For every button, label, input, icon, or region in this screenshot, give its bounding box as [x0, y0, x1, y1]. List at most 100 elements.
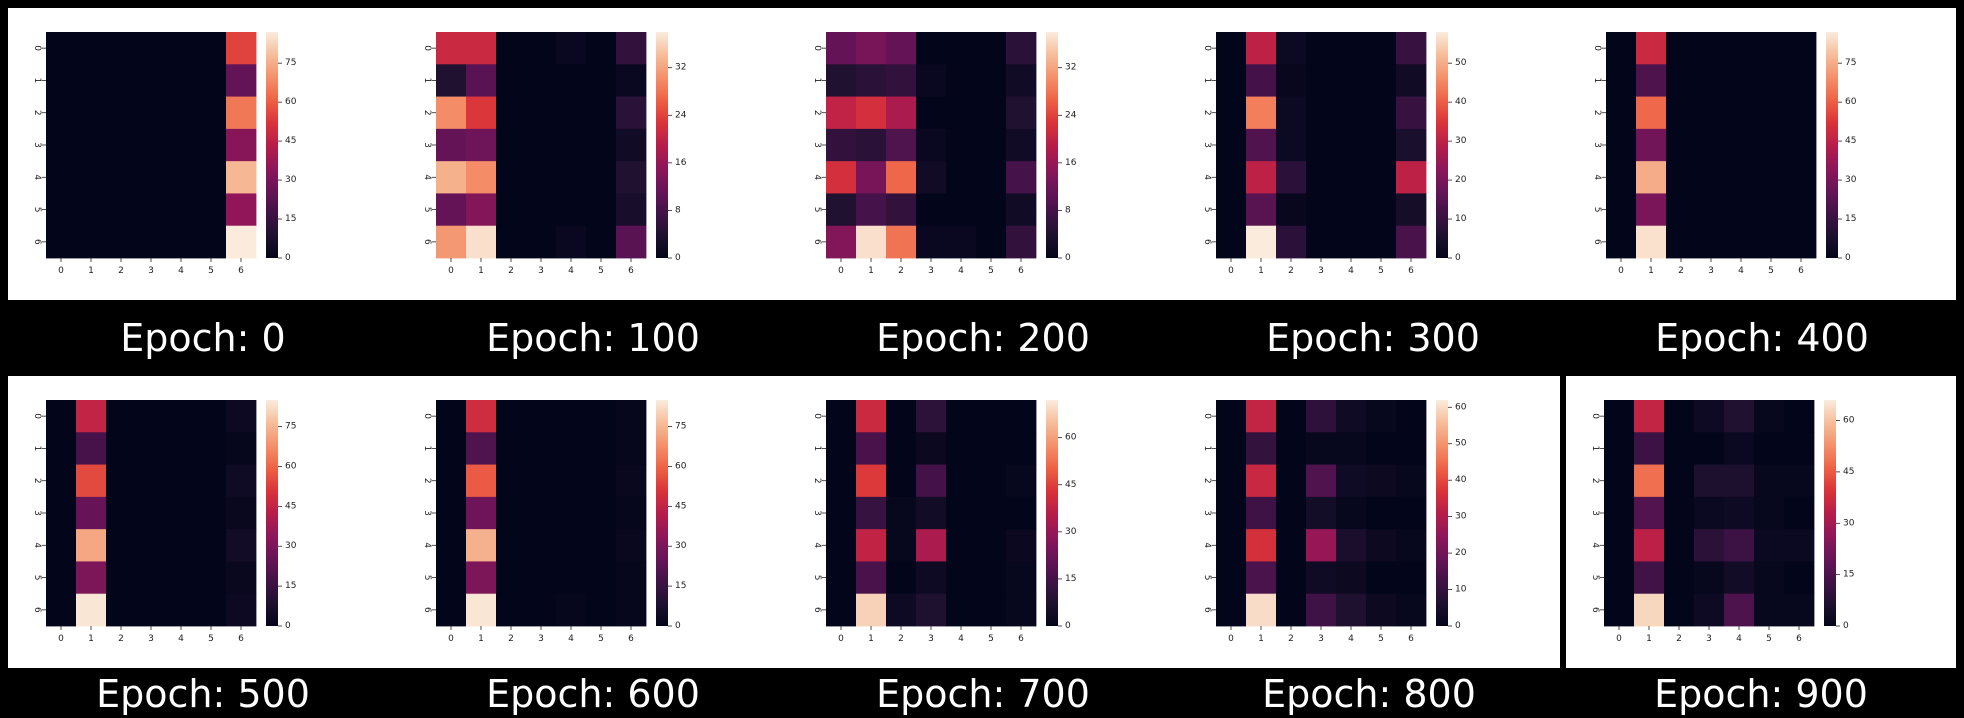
y-tick-label-4: 4	[812, 542, 822, 548]
heatmap-cell-r3-c2	[886, 496, 917, 530]
x-tick-label-2: 2	[508, 266, 514, 276]
heatmap-cell-r1-c3	[916, 64, 947, 97]
heatmap-cell-r6-c6	[1396, 593, 1427, 627]
heatmap-cell-r6-c3	[1694, 593, 1725, 627]
y-tick-label-3: 3	[812, 142, 822, 148]
heatmap-cell-r6-c6	[1786, 225, 1817, 259]
heatmap-cell-r1-c0	[826, 432, 857, 465]
y-tick-label-1: 1	[32, 78, 42, 84]
x-tick-label-4: 4	[1736, 634, 1742, 644]
heatmap-cell-r3-c2	[1666, 128, 1697, 162]
heatmap-cell-r3-c4	[946, 496, 977, 530]
y-tick-label-6: 6	[812, 239, 822, 245]
heatmap-cell-r3-c1	[1246, 128, 1277, 162]
heatmap-cell-r3-c6	[1396, 128, 1427, 162]
heatmap-cell-r1-c2	[1666, 64, 1697, 97]
colorbar-tick-label-4: 40	[1455, 97, 1467, 107]
heatmap-cell-r6-c0	[826, 225, 857, 259]
heatmap-cell-r1-c6	[226, 64, 257, 97]
x-tick-label-1: 1	[1648, 266, 1654, 276]
heatmap-cell-r1-c4	[556, 432, 587, 465]
heatmap-cell-r3-c3	[1696, 128, 1727, 162]
heatmap-cell-r4-c6	[1396, 161, 1427, 194]
heatmap-cell-r4-c2	[1664, 529, 1695, 562]
heatmap-cell-r0-c4	[1336, 400, 1367, 433]
y-tick-label-5: 5	[422, 575, 432, 581]
heatmap-cell-r4-c5	[1756, 161, 1787, 194]
y-tick-label-3: 3	[812, 510, 822, 516]
heatmap-cell-r0-c0	[1216, 400, 1247, 433]
heatmap-cell-r2-c3	[916, 96, 947, 130]
colorbar-tick-label-3: 45	[675, 501, 686, 511]
heatmap-cell-r5-c2	[1666, 193, 1697, 227]
heatmap-cell-r2-c6	[1786, 96, 1817, 130]
colorbar-tick-label-2: 30	[285, 175, 297, 185]
heatmap-cell-r6-c5	[976, 225, 1007, 259]
colorbar-tick-label-1: 15	[1843, 570, 1854, 580]
heatmap-cell-r4-c3	[1306, 529, 1337, 562]
heatmap-cell-r3-c0	[46, 128, 77, 162]
heatmap-cell-r0-c2	[886, 400, 917, 433]
colorbar-tick-label-1: 10	[1455, 585, 1467, 595]
heatmap-cell-r2-c6	[1396, 96, 1427, 130]
heatmap-cell-r4-c1	[466, 529, 497, 562]
heatmap-cell-r0-c6	[1006, 32, 1037, 65]
y-tick-label-6: 6	[32, 607, 42, 613]
heatmap-cell-r0-c6	[226, 400, 257, 433]
heatmap-cell-r0-c3	[1696, 32, 1727, 65]
heatmap-cell-r0-c1	[466, 32, 497, 65]
heatmap-cell-r3-c0	[1604, 496, 1635, 530]
heatmap-cell-r0-c2	[1276, 32, 1307, 65]
heatmap-cell-r6-c4	[1336, 593, 1367, 627]
heatmap-cell-r6-c3	[526, 225, 557, 259]
heatmap-cell-r4-c2	[496, 161, 527, 194]
heatmap-cell-r2-c6	[1006, 464, 1037, 498]
heatmap-cell-r6-c1	[76, 225, 107, 259]
y-tick-label-3: 3	[422, 142, 432, 148]
heatmap-cell-r6-c0	[1216, 225, 1247, 259]
colorbar-tick-label-0: 0	[1843, 621, 1849, 631]
heatmap-cell-r3-c1	[856, 128, 887, 162]
colorbar	[656, 400, 668, 626]
heatmap-cell-r2-c6	[1006, 96, 1037, 130]
heatmap-cell-r2-c1	[466, 96, 497, 130]
heatmap-cell-r0-c0	[436, 32, 467, 65]
heatmap-cell-r6-c6	[226, 225, 257, 259]
colorbar-tick-label-5: 75	[285, 422, 296, 432]
heatmap-cell-r0-c0	[1216, 32, 1247, 65]
heatmap-cell-r1-c2	[496, 64, 527, 97]
heatmap-cell-r1-c0	[1606, 64, 1637, 97]
heatmap-cell-r5-c5	[1756, 193, 1787, 227]
heatmap-cell-r2-c4	[1724, 464, 1755, 498]
heatmap-cell-r2-c3	[136, 464, 167, 498]
heatmap-cell-r5-c1	[1246, 561, 1277, 595]
x-tick-label-1: 1	[1646, 634, 1652, 644]
heatmap-cell-r0-c1	[1246, 400, 1277, 433]
heatmap-cell-r6-c2	[886, 593, 917, 627]
heatmap-cell-r5-c4	[1336, 193, 1367, 227]
heatmap-cell-r3-c2	[496, 128, 527, 162]
heatmap-cell-r1-c1	[1636, 64, 1667, 97]
colorbar-tick-label-0: 0	[1845, 253, 1851, 263]
heatmap-cell-r0-c0	[1604, 400, 1635, 433]
heatmap-cell-r1-c5	[1366, 432, 1397, 465]
y-tick-label-2: 2	[1202, 478, 1212, 484]
y-tick-label-1: 1	[812, 78, 822, 84]
heatmap-cell-r1-c3	[1694, 432, 1725, 465]
heatmap-cell-r2-c0	[1216, 464, 1247, 498]
heatmap-panel-epoch-500: 0 1 2 3 4 5 6 0 1 2 3 4 5 6 0 15 30 45 60 75	[8, 376, 398, 668]
heatmap-cell-r0-c1	[1636, 32, 1667, 65]
heatmap-cell-r3-c0	[826, 496, 857, 530]
x-tick-label-6: 6	[1018, 634, 1024, 644]
heatmap-cell-r4-c4	[1336, 161, 1367, 194]
heatmap-cell-r3-c0	[1606, 128, 1637, 162]
heatmap-cell-r5-c2	[106, 193, 137, 227]
heatmap-cell-r6-c3	[136, 593, 167, 627]
colorbar	[1046, 400, 1058, 626]
y-tick-label-2: 2	[812, 110, 822, 116]
y-tick-label-4: 4	[1202, 542, 1212, 548]
heatmap-cell-r3-c2	[496, 496, 527, 530]
